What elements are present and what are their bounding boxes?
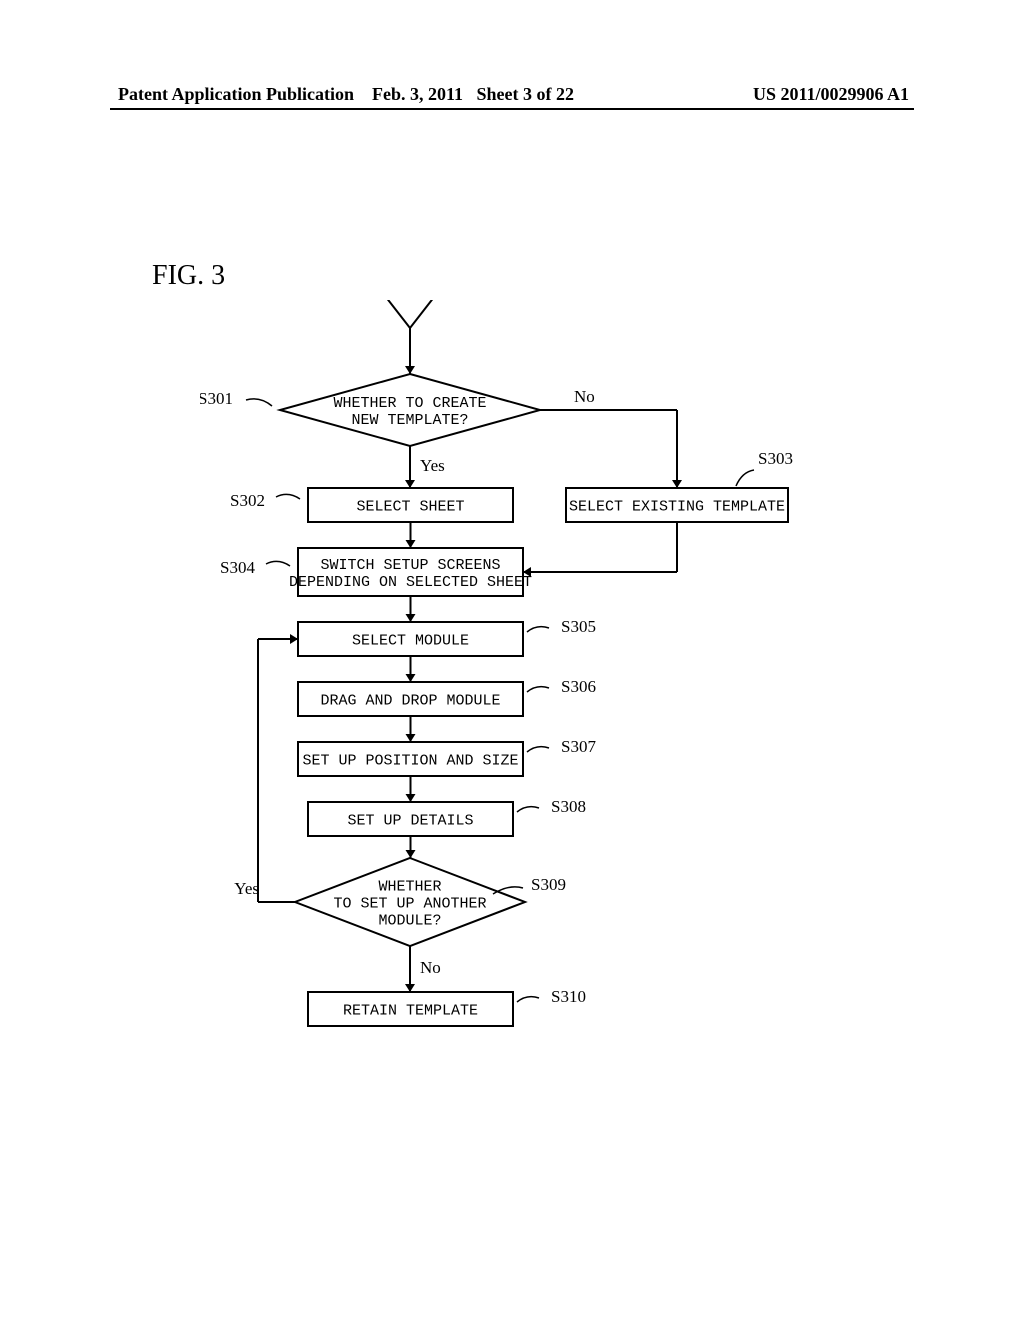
svg-text:S309: S309 xyxy=(531,875,566,894)
svg-text:S308: S308 xyxy=(551,797,586,816)
svg-text:No: No xyxy=(420,958,441,977)
figure-label: FIG. 3 xyxy=(152,260,225,292)
svg-text:TO SET UP ANOTHER: TO SET UP ANOTHER xyxy=(333,895,486,912)
svg-text:S306: S306 xyxy=(561,677,596,696)
svg-text:Yes: Yes xyxy=(420,456,445,475)
svg-text:RETAIN TEMPLATE: RETAIN TEMPLATE xyxy=(343,1002,478,1019)
svg-text:SELECT MODULE: SELECT MODULE xyxy=(352,632,469,649)
header-rule xyxy=(110,108,914,110)
svg-text:WHETHER: WHETHER xyxy=(378,878,441,895)
svg-text:SELECT SHEET: SELECT SHEET xyxy=(356,498,464,515)
svg-text:S305: S305 xyxy=(561,617,596,636)
svg-text:WHETHER TO CREATE: WHETHER TO CREATE xyxy=(333,395,486,412)
svg-text:S301: S301 xyxy=(200,389,233,408)
header-date-sheet: Feb. 3, 2011 Sheet 3 of 22 xyxy=(372,84,574,105)
page-header: Patent Application Publication Feb. 3, 2… xyxy=(0,84,1024,108)
svg-text:SELECT EXISTING TEMPLATE: SELECT EXISTING TEMPLATE xyxy=(569,498,785,515)
svg-text:DEPENDING ON SELECTED SHEET: DEPENDING ON SELECTED SHEET xyxy=(289,574,532,591)
flowchart: WHETHER TO CREATENEW TEMPLATE? S301 SELECT… xyxy=(200,300,840,1140)
svg-text:SET UP POSITION AND SIZE: SET UP POSITION AND SIZE xyxy=(302,752,518,769)
svg-text:S303: S303 xyxy=(758,449,793,468)
svg-text:DRAG AND DROP MODULE: DRAG AND DROP MODULE xyxy=(320,692,500,709)
svg-text:S310: S310 xyxy=(551,987,586,1006)
header-date: Feb. 3, 2011 xyxy=(372,84,463,104)
header-sheet: Sheet 3 of 22 xyxy=(477,84,575,104)
svg-text:Yes: Yes xyxy=(234,879,259,898)
svg-text:SWITCH SETUP SCREENS: SWITCH SETUP SCREENS xyxy=(320,557,500,574)
page-root: Patent Application Publication Feb. 3, 2… xyxy=(0,0,1024,1320)
svg-text:S304: S304 xyxy=(220,558,255,577)
svg-text:SET UP DETAILS: SET UP DETAILS xyxy=(347,812,473,829)
svg-text:S302: S302 xyxy=(230,491,265,510)
svg-text:No: No xyxy=(574,387,595,406)
header-pubno: US 2011/0029906 A1 xyxy=(753,84,909,105)
header-publication: Patent Application Publication xyxy=(118,84,354,105)
svg-text:S307: S307 xyxy=(561,737,596,756)
svg-text:MODULE?: MODULE? xyxy=(378,912,441,929)
svg-text:NEW TEMPLATE?: NEW TEMPLATE? xyxy=(351,412,468,429)
